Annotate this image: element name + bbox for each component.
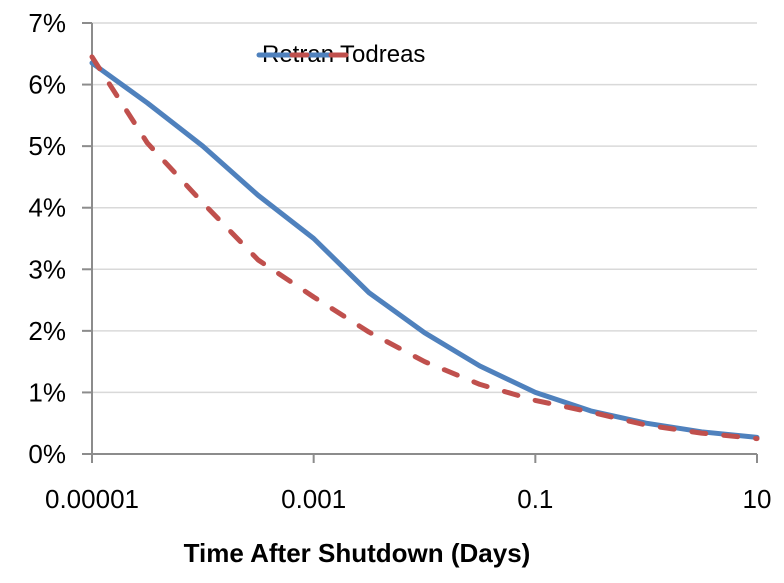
x-axis-title: Time After Shutdown (Days) xyxy=(183,538,531,568)
y-tick-label: 7% xyxy=(28,8,66,38)
x-tick-label: 10 xyxy=(743,484,772,514)
y-tick-label: 4% xyxy=(28,193,66,223)
y-tick-label: 3% xyxy=(28,254,66,284)
x-tick-label: 0.00001 xyxy=(45,484,139,514)
x-tick-label: 0.001 xyxy=(281,484,346,514)
y-tick-label: 2% xyxy=(28,316,66,346)
y-tick-label: 1% xyxy=(28,377,66,407)
legend: Retran Todreas xyxy=(256,41,425,69)
y-tick-label: 5% xyxy=(28,131,66,161)
legend-label-todreas: Todreas xyxy=(340,41,426,68)
legend-line-todreas-icon xyxy=(289,52,354,58)
y-tick-label: 6% xyxy=(28,70,66,100)
y-tick-label: 0% xyxy=(28,439,66,469)
series-line-retran xyxy=(89,60,760,440)
series-line-todreas xyxy=(89,54,760,442)
x-tick-label: 0.1 xyxy=(517,484,553,514)
